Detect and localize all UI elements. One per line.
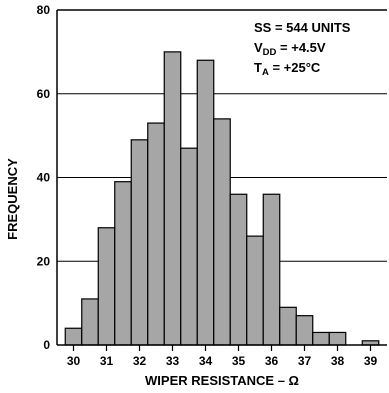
histogram-bar-1: [81, 298, 99, 346]
y-tick-label-40: 40: [37, 171, 51, 185]
y-tick-label-80: 80: [37, 3, 51, 17]
x-tick-label-34: 34: [199, 354, 213, 368]
histogram-bar-4: [130, 139, 149, 346]
y-tick-label-20: 20: [37, 254, 51, 268]
x-tick-label-37: 37: [298, 354, 312, 368]
y-tick-label-60: 60: [37, 87, 51, 101]
histogram-bar-6: [163, 51, 182, 346]
x-tick-label-30: 30: [67, 354, 81, 368]
x-tick-label-38: 38: [331, 354, 345, 368]
x-tick-label-35: 35: [232, 354, 246, 368]
histogram-bar-5: [147, 122, 165, 346]
x-tick-label-33: 33: [166, 354, 180, 368]
x-tick-label-39: 39: [364, 354, 378, 368]
histogram-bar-7: [180, 147, 198, 346]
x-axis-ticks: 30 31 32 33 34 35 36 37 38 39: [67, 345, 378, 368]
annotation-supply-voltage: VDD = +4.5V: [254, 40, 326, 58]
histogram-bars: [64, 51, 380, 346]
histogram-bar-12: [262, 193, 281, 346]
histogram-bar-14: [295, 315, 314, 346]
y-axis-ticks: 0 20 40 60 80: [37, 3, 51, 352]
histogram-bar-8: [196, 59, 215, 346]
histogram-bar-13: [279, 306, 297, 346]
histogram-bar-3: [114, 181, 132, 346]
histogram-bar-11: [246, 235, 264, 346]
histogram-bar-16: [328, 331, 347, 346]
x-tick-label-32: 32: [133, 354, 147, 368]
plot-frame: [56, 9, 387, 346]
annotation-box: SS = 544 UNITS VDD = +4.5V TA = +25°C: [254, 20, 351, 78]
x-tick-label-31: 31: [100, 354, 114, 368]
histogram-bar-2: [97, 227, 116, 346]
histogram-bar-15: [312, 331, 330, 346]
annotation-temperature: TA = +25°C: [254, 60, 321, 78]
histogram-bar-10: [229, 193, 248, 346]
annotation-sample-size: SS = 544 UNITS: [254, 20, 351, 35]
x-tick-label-36: 36: [265, 354, 279, 368]
x-axis-label: WIPER RESISTANCE – Ω: [145, 373, 299, 388]
histogram-bar-9: [213, 118, 231, 346]
y-axis-label: FREQUENCY: [5, 158, 20, 240]
y-tick-label-0: 0: [43, 338, 50, 352]
histogram-bar-0: [64, 327, 83, 346]
